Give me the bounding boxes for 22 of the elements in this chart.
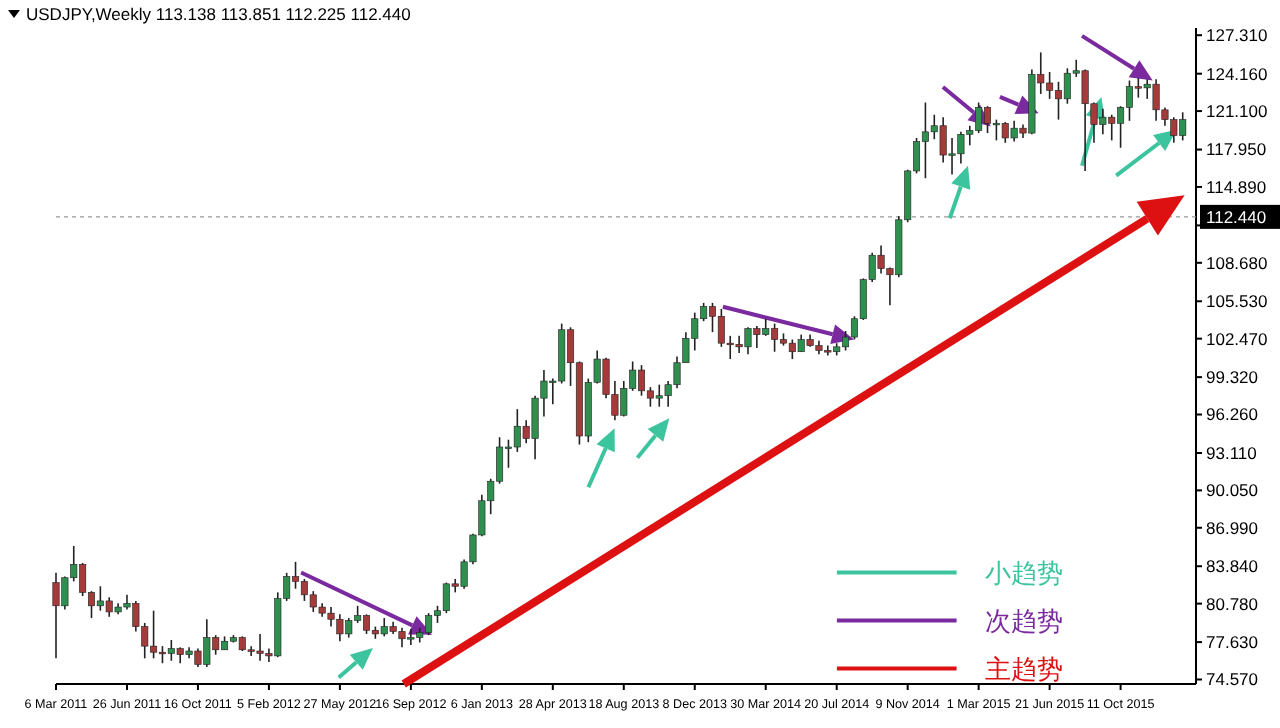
- y-tick-label: 121.100: [1206, 101, 1268, 122]
- annotation: 次趋势: [985, 607, 1064, 638]
- ref-line-label: 112.440: [1206, 206, 1267, 227]
- y-tick-label: 108.680: [1206, 252, 1268, 273]
- y-tick-label: 117.950: [1206, 139, 1267, 160]
- y-tick-label: 90.050: [1206, 480, 1259, 501]
- y-tick-label: 74.570: [1206, 669, 1259, 690]
- y-tick-label: 114.890: [1206, 176, 1267, 197]
- y-tick-label: 102.470: [1206, 328, 1268, 349]
- y-tick-label: 124.160: [1206, 63, 1268, 84]
- y-tick-label: 127.310: [1206, 25, 1268, 46]
- y-tick-label: 96.260: [1206, 404, 1259, 425]
- annotation: 小趋势: [985, 559, 1064, 590]
- y-tick-label: 99.320: [1206, 367, 1259, 388]
- y-tick-label: 93.110: [1206, 442, 1258, 463]
- y-tick-label: 80.780: [1206, 593, 1259, 614]
- chart-title: USDJPY,Weekly 113.138 113.851 112.225 112.440: [26, 4, 412, 24]
- annotation: 主趋势: [985, 653, 1064, 686]
- y-tick-label: 77.630: [1206, 632, 1259, 653]
- y-tick-label: 105.530: [1206, 291, 1268, 312]
- y-tick-label: 86.990: [1206, 517, 1259, 538]
- y-tick-label: 83.840: [1206, 556, 1259, 577]
